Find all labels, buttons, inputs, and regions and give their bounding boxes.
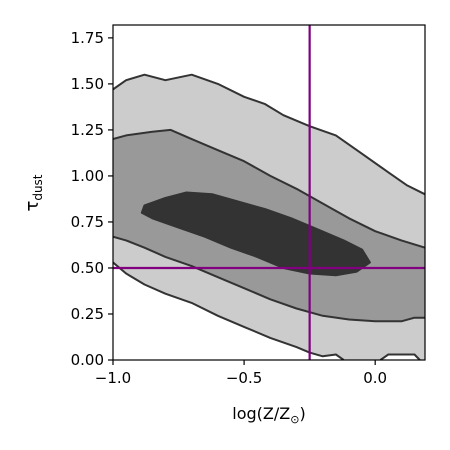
y-tick-label: 0.50 xyxy=(71,259,104,277)
contour-level-2-lower-line xyxy=(113,235,425,323)
x-tick-label: 0.0 xyxy=(363,369,387,387)
y-tick-label: 1.75 xyxy=(71,29,104,47)
contour-level-2-upper-line xyxy=(113,128,425,249)
contour-level-1-lower-right-line xyxy=(379,353,421,360)
x-axis-label-subscript: ⊙ xyxy=(290,413,299,426)
x-tick-label: −0.5 xyxy=(226,369,262,387)
contour-level-1-upper-line xyxy=(113,73,425,196)
y-axis-label: τdust xyxy=(22,174,45,211)
plot-frame xyxy=(112,24,426,361)
y-tick-label: 1.00 xyxy=(71,167,104,185)
y-tick-label: 0.25 xyxy=(71,305,104,323)
x-axis-label-tail: ) xyxy=(299,404,305,423)
contour-level-1-lower-line xyxy=(113,261,345,360)
y-tick-label: 1.50 xyxy=(71,75,104,93)
y-tick-label: 0.00 xyxy=(71,351,104,369)
axes: −1.0 −0.5 0.0 0.00 0.25 0.50 0.75 1.00 1.25 1.50 1… xyxy=(71,24,426,387)
y-tick-label: 1.25 xyxy=(71,121,104,139)
y-axis-label-subscript: dust xyxy=(31,174,45,200)
x-axis-label: log(Z/Z⊙) xyxy=(232,404,305,426)
plot-area xyxy=(113,25,425,360)
y-tick-label: 0.75 xyxy=(71,213,104,231)
x-tick-label: −1.0 xyxy=(95,369,131,387)
